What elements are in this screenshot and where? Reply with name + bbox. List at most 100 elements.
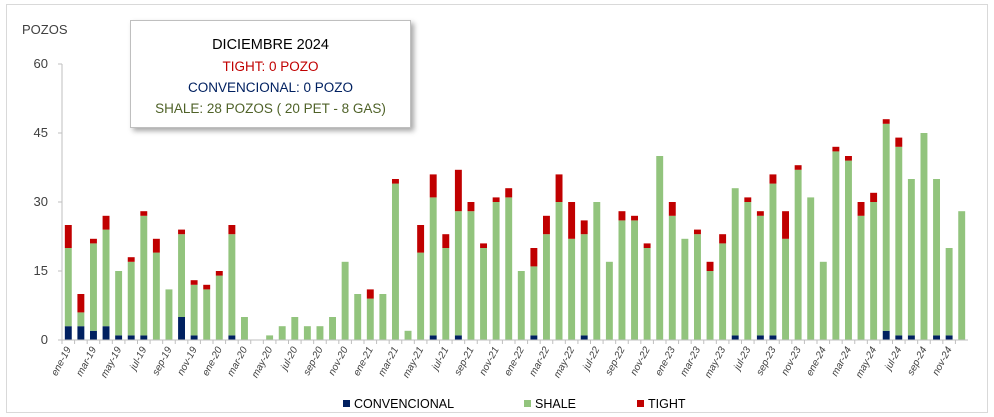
- x-tick-label: sep-20: [302, 345, 326, 378]
- bar-convencional-ago-21: [454, 335, 462, 340]
- bar-tight-oct-23: [782, 211, 790, 239]
- y-tick-label: 15: [34, 263, 48, 278]
- bar-convencional-jul-24: [895, 335, 903, 340]
- bar-shale-dic-24: [958, 211, 966, 340]
- bar-tight-mar-21: [391, 179, 399, 184]
- x-tick-label: mar-20: [226, 345, 251, 378]
- x-tick-label: nov-24: [931, 345, 955, 378]
- x-tick-label: nov-20: [327, 345, 351, 378]
- legend: CONVENCIONAL SHALE TIGHT: [343, 397, 686, 411]
- bar-convencional-mar-19: [89, 330, 97, 340]
- y-axis: 0 15 30 45 60: [34, 56, 63, 347]
- bar-tight-mar-24: [844, 156, 852, 161]
- y-tick-label: 30: [34, 194, 48, 209]
- bar-tight-jun-22: [580, 220, 588, 235]
- bar-convencional-nov-24: [945, 335, 953, 340]
- bar-tight-sep-23: [769, 174, 777, 184]
- bar-shale-ago-20: [303, 326, 311, 340]
- bar-convencional-sep-23: [769, 335, 777, 340]
- bar-shale-nov-22: [643, 248, 651, 340]
- bar-convencional-jun-21: [429, 335, 437, 340]
- bar-shale-jul-23: [744, 202, 752, 340]
- bar-tight-jun-21: [429, 174, 437, 198]
- x-tick-label: jul-23: [731, 345, 753, 374]
- bar-convencional-jun-23: [731, 335, 739, 340]
- bar-tight-oct-19: [178, 229, 186, 235]
- bar-shale-jul-20: [291, 317, 299, 340]
- bar-convencional-jun-22: [580, 335, 588, 340]
- bar-shale-jul-19: [140, 215, 148, 336]
- legend-label-shale: SHALE: [535, 397, 576, 411]
- bar-convencional-ago-24: [907, 335, 915, 340]
- bar-shale-oct-22: [631, 220, 639, 340]
- bar-tight-jul-23: [744, 197, 752, 202]
- bar-shale-may-24: [870, 202, 878, 340]
- bar-shale-mar-21: [391, 183, 399, 340]
- x-tick-label: jul-21: [429, 345, 451, 374]
- bar-convencional-jun-19: [127, 335, 135, 340]
- bar-tight-ene-19: [64, 225, 72, 248]
- y-tick-label: 0: [41, 332, 48, 347]
- x-tick-label: may-19: [99, 345, 125, 380]
- x-tick-label: may-21: [401, 345, 426, 380]
- bar-convencional-feb-22: [530, 335, 538, 340]
- y-tick-label: 45: [34, 125, 48, 140]
- bar-shale-oct-23: [782, 238, 790, 340]
- info-convencional: CONVENCIONAL: 0 POZO: [187, 80, 354, 95]
- x-tick-label: sep-22: [604, 345, 628, 378]
- x-tick-label: may-23: [703, 345, 729, 380]
- bar-shale-ene-19: [64, 248, 72, 327]
- bar-shale-feb-23: [681, 238, 689, 340]
- bar-shale-nov-19: [190, 284, 198, 336]
- x-tick-label: mar-22: [528, 345, 553, 378]
- bar-tight-nov-22: [643, 243, 651, 248]
- bar-shale-ene-22: [517, 271, 525, 340]
- legend-label-convencional: CONVENCIONAL: [354, 397, 454, 411]
- bar-shale-oct-21: [480, 248, 488, 340]
- bar-shale-ago-24: [907, 179, 915, 336]
- bar-tight-mar-19: [89, 238, 97, 244]
- bar-tight-nov-23: [794, 165, 802, 170]
- bar-tight-feb-22: [530, 248, 538, 267]
- x-tick-label: jul-19: [127, 345, 149, 374]
- bar-shale-may-19: [115, 271, 123, 336]
- bar-shale-jun-22: [580, 234, 588, 336]
- bar-shale-sep-21: [467, 211, 475, 340]
- info-title: DICIEMBRE 2024: [212, 37, 329, 53]
- bar-shale-oct-20: [329, 317, 337, 340]
- bar-convencional-oct-19: [178, 317, 186, 340]
- x-tick-label: nov-23: [780, 345, 804, 378]
- x-tick-label: sep-21: [453, 345, 477, 377]
- x-tick-label: ene-24: [805, 345, 830, 378]
- bar-shale-dic-20: [354, 294, 362, 340]
- legend-swatch-convencional: [343, 400, 350, 407]
- bar-convencional-may-19: [115, 335, 123, 340]
- x-tick-label: jul-22: [580, 345, 602, 374]
- bar-shale-sep-22: [618, 220, 626, 340]
- bar-shale-dic-22: [656, 156, 664, 340]
- x-tick-label: ene-19: [50, 345, 75, 378]
- bar-tight-dic-19: [203, 284, 211, 290]
- bar-shale-abr-23: [706, 271, 714, 340]
- bar-tight-oct-22: [631, 215, 639, 221]
- legend-swatch-tight: [637, 400, 644, 407]
- bar-shale-jul-22: [593, 202, 601, 340]
- bar-tight-nov-19: [190, 280, 198, 285]
- bar-shale-feb-19: [77, 312, 85, 327]
- bar-shale-jun-24: [882, 123, 890, 331]
- bar-shale-mar-22: [542, 234, 550, 340]
- bar-convencional-feb-19: [77, 326, 85, 340]
- bar-tight-may-21: [417, 225, 425, 253]
- bar-shale-jun-23: [731, 188, 739, 336]
- bar-tight-ago-21: [454, 169, 462, 212]
- bar-shale-jul-24: [895, 146, 903, 336]
- bar-shale-feb-24: [832, 151, 840, 340]
- bar-tight-ago-23: [756, 211, 764, 216]
- bar-tight-nov-21: [492, 197, 500, 202]
- bar-shale-feb-21: [379, 294, 387, 340]
- x-tick-label: jul-20: [278, 345, 300, 374]
- bar-shale-oct-19: [178, 234, 186, 317]
- x-tick-label: ene-21: [352, 345, 376, 378]
- x-tick-label: ene-22: [503, 345, 528, 378]
- bar-tight-ene-23: [668, 202, 676, 216]
